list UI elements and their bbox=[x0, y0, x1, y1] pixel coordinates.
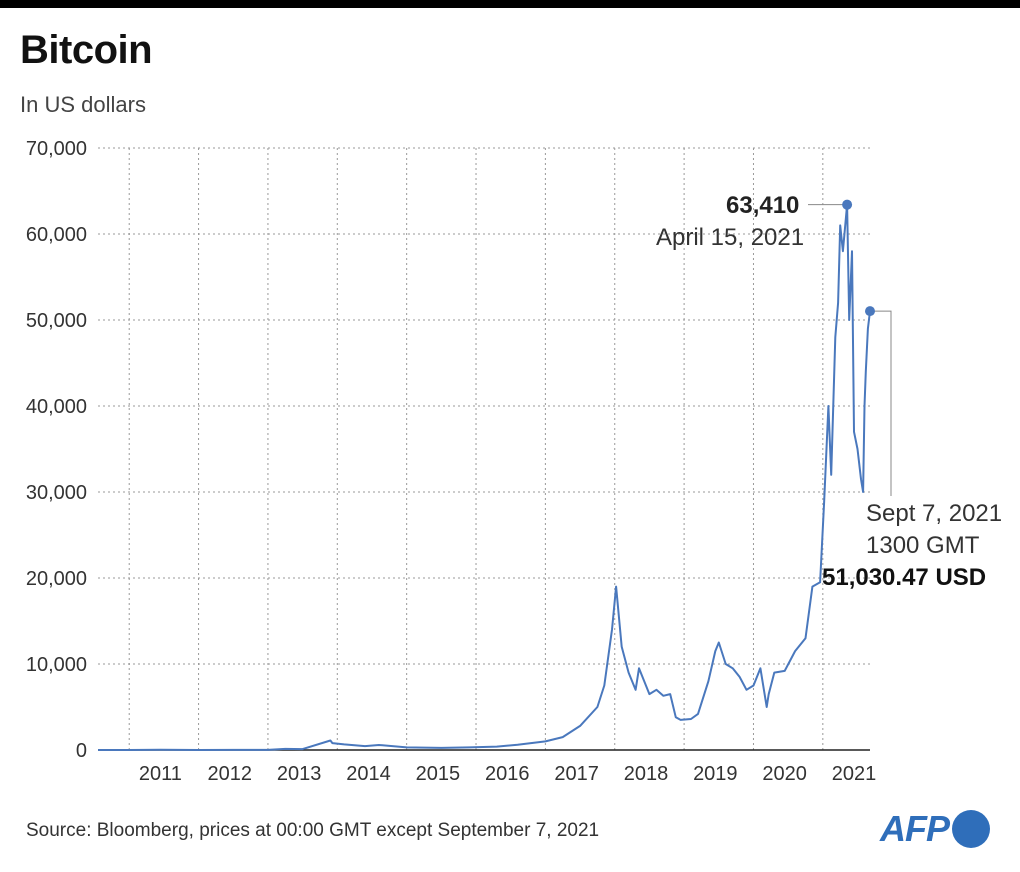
logo-text: AFP bbox=[880, 808, 950, 849]
y-tick-label: 40,000 bbox=[26, 396, 87, 418]
x-tick-label: 2016 bbox=[485, 763, 530, 785]
x-tick-label: 2012 bbox=[208, 763, 253, 785]
y-tick-label: 60,000 bbox=[26, 224, 87, 246]
x-tick-label: 2019 bbox=[693, 763, 738, 785]
y-tick-label: 0 bbox=[76, 740, 87, 762]
peak-date-label: April 15, 2021 bbox=[656, 224, 805, 251]
latest-leader-line bbox=[870, 310, 892, 496]
source-note: Source: Bloomberg, prices at 00:00 GMT e… bbox=[26, 820, 600, 841]
annotation-layer bbox=[808, 199, 892, 496]
chart-subtitle: In US dollars bbox=[20, 92, 146, 117]
latest-value-label: 51,030.47 USD bbox=[822, 564, 987, 591]
x-tick-label: 2013 bbox=[277, 763, 322, 785]
chart-area: 0 10,000 20,000 30,000 40,000 50,000 60,000 70,… bbox=[26, 138, 892, 785]
latest-date-label: Sept 7, 2021 bbox=[866, 500, 1003, 527]
y-axis: 0 10,000 20,000 30,000 40,000 50,000 60,000 70,… bbox=[26, 138, 87, 762]
peak-marker bbox=[842, 199, 853, 210]
y-tick-label: 50,000 bbox=[26, 310, 87, 332]
y-tick-label: 30,000 bbox=[26, 482, 87, 504]
x-tick-label: 2020 bbox=[762, 763, 807, 785]
x-tick-label: 2015 bbox=[416, 763, 461, 785]
peak-value-label: 63,410 bbox=[726, 192, 800, 219]
series-line bbox=[98, 203, 871, 751]
y-tick-label: 20,000 bbox=[26, 568, 87, 590]
top-bar bbox=[0, 0, 1020, 8]
latest-marker bbox=[865, 306, 875, 317]
x-tick-label: 2021 bbox=[832, 763, 877, 785]
afp-logo: AFP bbox=[880, 806, 990, 852]
series-layer bbox=[98, 203, 871, 751]
x-tick-label: 2018 bbox=[624, 763, 669, 785]
y-tick-label: 70,000 bbox=[26, 138, 87, 160]
chart-title: Bitcoin bbox=[20, 28, 153, 72]
x-tick-label: 2017 bbox=[554, 763, 599, 785]
logo-dot-icon bbox=[952, 810, 990, 848]
x-axis: 2011 2012 2013 2014 2015 2016 2017 2018 2019 2020… bbox=[139, 763, 876, 785]
grid-lines bbox=[98, 147, 870, 751]
x-tick-label: 2014 bbox=[346, 763, 391, 785]
x-tick-label: 2011 bbox=[139, 763, 182, 785]
latest-time-label: 1300 GMT bbox=[866, 532, 980, 559]
y-tick-label: 10,000 bbox=[26, 654, 87, 676]
